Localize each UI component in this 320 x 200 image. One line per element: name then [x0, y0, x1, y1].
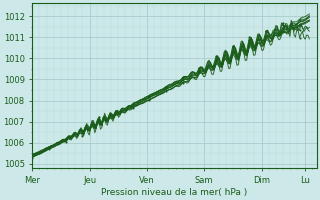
- X-axis label: Pression niveau de la mer( hPa ): Pression niveau de la mer( hPa ): [101, 188, 247, 197]
